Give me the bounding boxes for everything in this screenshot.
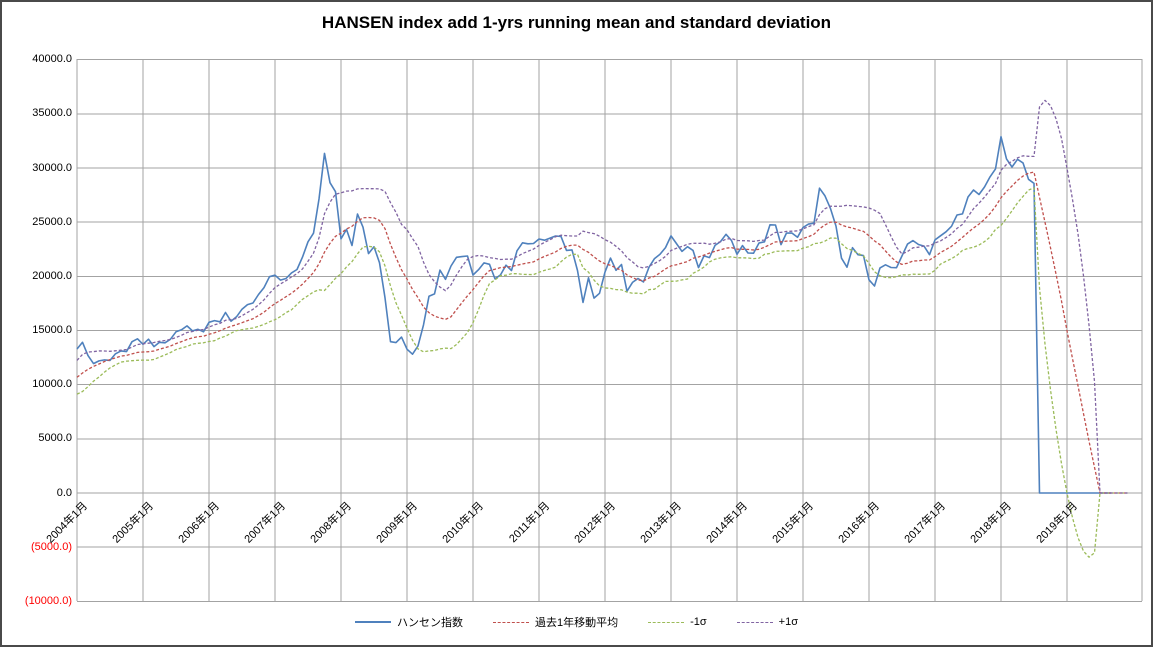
legend-line-sample-icon xyxy=(736,621,773,623)
legend-label: -1σ xyxy=(690,616,707,628)
y-axis-label: 40000.0 xyxy=(32,53,72,66)
y-axis-label: 25000.0 xyxy=(32,215,72,228)
legend-label: ハンセン指数 xyxy=(396,617,463,629)
legend-item: +1σ xyxy=(736,616,799,628)
legend-line-sample-icon xyxy=(492,621,529,623)
y-axis-label: 20000.0 xyxy=(32,269,72,282)
y-axis-label: 15000.0 xyxy=(32,324,72,336)
legend-item: -1σ xyxy=(648,616,707,628)
y-axis-label: 35000.0 xyxy=(32,107,72,120)
legend-item: 過去1年移動平均 xyxy=(492,614,619,630)
chart-title: HANSEN index add 1-yrs running mean and … xyxy=(321,13,832,32)
y-axis-label: 0.0 xyxy=(56,486,72,499)
legend-label: +1σ xyxy=(778,616,799,628)
y-axis-label: 30000.0 xyxy=(32,161,72,174)
legend-item: ハンセン指数 xyxy=(354,614,463,630)
y-axis-label: 10000.0 xyxy=(32,378,72,391)
y-axis-label: 5000.0 xyxy=(38,432,72,445)
legend: ハンセン指数 過去1年移動平均 -1σ +1σ xyxy=(2,612,1151,632)
legend-line-sample-icon xyxy=(354,621,391,623)
y-axis-label: (5000.0) xyxy=(31,540,72,553)
legend-label: 過去1年移動平均 xyxy=(534,617,619,629)
legend-line-sample-icon xyxy=(648,621,685,623)
y-axis-label: (10000.0) xyxy=(24,594,72,607)
